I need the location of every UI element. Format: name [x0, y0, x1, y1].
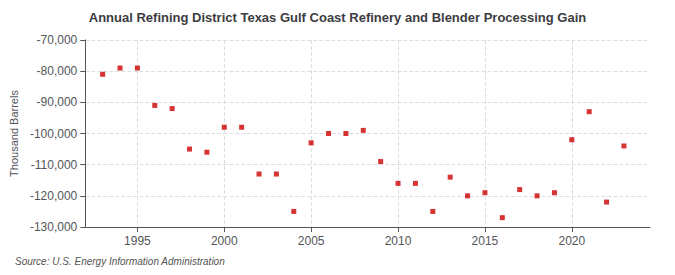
- svg-text:-120,000: -120,000: [30, 189, 78, 203]
- svg-text:2000: 2000: [211, 234, 238, 248]
- svg-text:Thousand Barrels: Thousand Barrels: [8, 90, 20, 177]
- svg-text:Annual Refining District Texas: Annual Refining District Texas Gulf Coas…: [89, 10, 587, 25]
- svg-text:-110,000: -110,000: [31, 158, 78, 172]
- svg-text:2020: 2020: [558, 234, 585, 248]
- svg-text:-70,000: -70,000: [37, 33, 78, 47]
- svg-text:2015: 2015: [472, 234, 499, 248]
- svg-text:1995: 1995: [124, 234, 151, 248]
- svg-text:-90,000: -90,000: [37, 95, 78, 109]
- svg-text:Source: U.S. Energy Informatio: Source: U.S. Energy Information Administ…: [15, 256, 225, 267]
- svg-text:-100,000: -100,000: [30, 127, 78, 141]
- svg-text:-80,000: -80,000: [37, 64, 78, 78]
- svg-text:2010: 2010: [385, 234, 412, 248]
- svg-text:-130,000: -130,000: [30, 220, 78, 234]
- svg-text:2005: 2005: [298, 234, 325, 248]
